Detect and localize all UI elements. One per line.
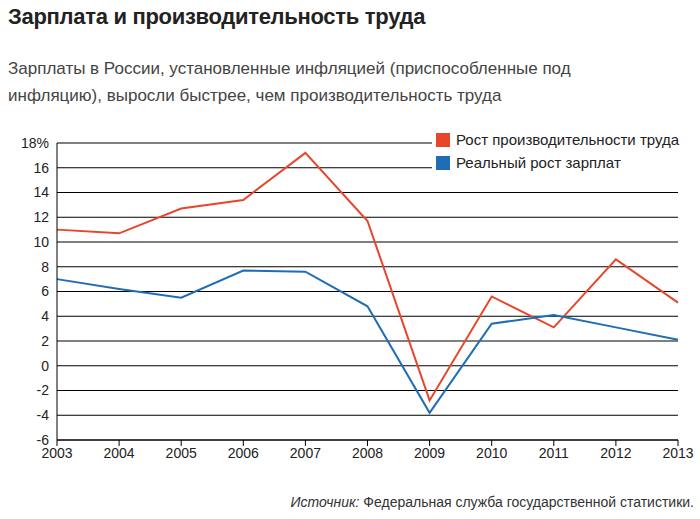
svg-text:2007: 2007 — [290, 445, 321, 461]
svg-text:10: 10 — [33, 234, 49, 250]
html-text:Зарплаты в России, установленн: Зарплаты в России, установленные инфляци… — [8, 59, 571, 105]
svg-text:8: 8 — [41, 259, 49, 275]
svg-text:6: 6 — [41, 283, 49, 299]
html-text:Реальный рост зарплат: Реальный рост зарплат — [456, 154, 621, 171]
svg-text:-4: -4 — [37, 407, 50, 423]
svg-text:2004: 2004 — [104, 445, 135, 461]
svg-text:2011: 2011 — [539, 445, 569, 461]
svg-text:2006: 2006 — [228, 445, 259, 461]
svg-text:-6: -6 — [37, 432, 50, 448]
svg-text:12: 12 — [33, 209, 49, 225]
html-text:Зарплата и производительность: Зарплата и производительность труда — [8, 4, 426, 29]
svg-text:2010: 2010 — [476, 445, 507, 461]
html-text:Источник: Федеральная служба г: Источник: Федеральная служба государстве… — [290, 494, 694, 510]
svg-text:16: 16 — [33, 160, 49, 176]
svg-text:2013: 2013 — [662, 445, 692, 461]
svg-text:-2: -2 — [37, 382, 50, 398]
html-text:Рост производительности труда: Рост производительности труда — [456, 131, 679, 148]
svg-text:4: 4 — [41, 308, 49, 324]
svg-text:2005: 2005 — [166, 445, 197, 461]
svg-text:2: 2 — [41, 333, 49, 349]
svg-text:14: 14 — [33, 184, 49, 200]
svg-text:0: 0 — [41, 358, 49, 374]
svg-text:2003: 2003 — [41, 444, 73, 461]
svg-text:2012: 2012 — [600, 445, 631, 461]
svg-text:2009: 2009 — [414, 445, 445, 461]
svg-text:18%: 18% — [21, 135, 49, 151]
svg-text:2008: 2008 — [352, 445, 383, 461]
